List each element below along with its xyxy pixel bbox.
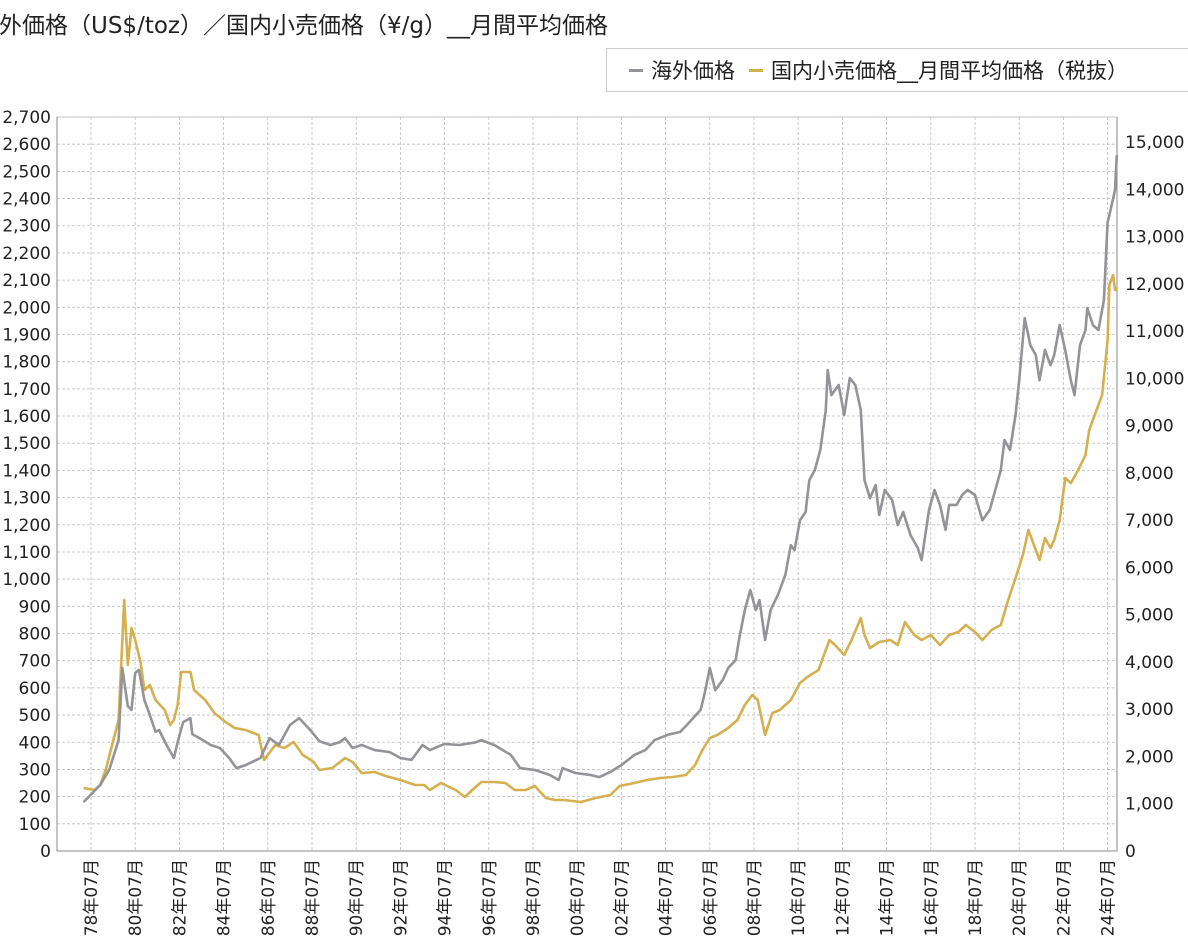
y-left-tick-label: 2,200 [2, 244, 51, 264]
x-tick-label: 90年07月 [347, 859, 367, 936]
y-right-tick-label: 15,000 [1125, 133, 1184, 153]
y-left-tick-label: 1,100 [2, 543, 51, 563]
x-tick-label: 02年07月 [612, 859, 632, 936]
y-right-tick-label: 1,000 [1125, 795, 1174, 815]
legend-item-overseas[interactable]: 海外価格 [629, 55, 735, 85]
x-tick-label: 10年07月 [789, 859, 809, 936]
x-tick-label: 20年07月 [1010, 859, 1030, 936]
y-left-tick-label: 1,900 [2, 325, 51, 345]
legend-label-domestic: 国内小売価格__月間平均価格（税抜） [771, 59, 1128, 83]
y-left-tick-label: 1,200 [2, 516, 51, 536]
x-tick-label: 96年07月 [480, 859, 500, 936]
x-tick-label: 94年07月 [436, 859, 456, 936]
x-tick-label: 92年07月 [391, 859, 411, 936]
y-left-tick-label: 800 [19, 625, 51, 645]
x-tick-label: 00年07月 [568, 859, 588, 936]
x-tick-label: 86年07月 [259, 859, 279, 936]
y-left-tick-label: 400 [19, 733, 51, 753]
y-left-tick-label: 1,500 [2, 434, 51, 454]
x-tick-label: 98年07月 [524, 859, 544, 936]
x-tick-label: 06年07月 [701, 859, 721, 936]
y-left-tick-label: 2,500 [2, 162, 51, 182]
y-left-tick-label: 1,300 [2, 489, 51, 509]
y-left-tick-label: 200 [19, 788, 51, 808]
series-line-overseas [82, 155, 1119, 804]
x-tick-label: 12年07月 [833, 859, 853, 936]
legend-swatch-overseas [629, 68, 643, 72]
y-right-tick-label: 9,000 [1125, 417, 1174, 437]
x-tick-label: 24年07月 [1099, 859, 1119, 936]
y-left-tick-label: 2,700 [2, 108, 51, 128]
y-left-tick-label: 1,600 [2, 407, 51, 427]
x-tick-label: 88年07月 [303, 859, 323, 936]
y-left-tick-label: 700 [19, 652, 51, 672]
x-tick-label: 08年07月 [745, 859, 765, 936]
x-tick-label: 22年07月 [1054, 859, 1074, 936]
y-left-tick-label: 2,600 [2, 135, 51, 155]
y-left-tick-label: 2,000 [2, 298, 51, 318]
y-right-tick-label: 10,000 [1125, 369, 1184, 389]
y-left-tick-label: 2,300 [2, 217, 51, 237]
legend-item-domestic[interactable]: 国内小売価格__月間平均価格（税抜） [749, 55, 1128, 85]
y-left-tick-label: 300 [19, 760, 51, 780]
y-left-tick-label: 2,100 [2, 271, 51, 291]
y-right-tick-label: 13,000 [1125, 228, 1184, 248]
y-left-tick-label: 0 [40, 842, 51, 862]
y-right-tick-label: 2,000 [1125, 747, 1174, 767]
x-tick-label: 04年07月 [657, 859, 677, 936]
y-left-tick-label: 1,000 [2, 570, 51, 590]
y-left-tick-label: 600 [19, 679, 51, 699]
y-left-tick-label: 500 [19, 706, 51, 726]
legend-label-overseas: 海外価格 [651, 59, 735, 83]
legend: 海外価格 国内小売価格__月間平均価格（税抜） [606, 48, 1188, 92]
y-left-tick-label: 100 [19, 815, 51, 835]
y-left-tick-label: 900 [19, 597, 51, 617]
y-right-tick-label: 7,000 [1125, 511, 1174, 531]
y-right-tick-label: 8,000 [1125, 464, 1174, 484]
legend-swatch-domestic [749, 68, 763, 72]
x-tick-label: 16年07月 [922, 859, 942, 936]
x-tick-label: 80年07月 [126, 859, 146, 936]
y-right-tick-label: 14,000 [1125, 180, 1184, 200]
y-right-tick-label: 12,000 [1125, 275, 1184, 295]
y-right-tick-label: 6,000 [1125, 558, 1174, 578]
y-left-tick-label: 1,400 [2, 461, 51, 481]
y-right-tick-label: 3,000 [1125, 700, 1174, 720]
x-tick-label: 82年07月 [170, 859, 190, 936]
y-left-tick-label: 2,400 [2, 190, 51, 210]
chart-title: 海外価格（US$/toz）／国内小売価格（¥/g）__月間平均価格 [0, 13, 608, 39]
x-tick-label: 14年07月 [878, 859, 898, 936]
series-line-domestic [83, 273, 1118, 804]
x-tick-label: 18年07月 [966, 859, 986, 936]
y-left-tick-label: 1,700 [2, 380, 51, 400]
x-tick-label: 78年07月 [82, 859, 102, 936]
y-right-tick-label: 0 [1125, 842, 1136, 862]
y-right-tick-label: 11,000 [1125, 322, 1184, 342]
y-right-tick-label: 5,000 [1125, 606, 1174, 626]
y-left-tick-label: 1,800 [2, 353, 51, 373]
plot-frame [56, 116, 1118, 852]
x-tick-label: 84年07月 [215, 859, 235, 936]
y-right-tick-label: 4,000 [1125, 653, 1174, 673]
